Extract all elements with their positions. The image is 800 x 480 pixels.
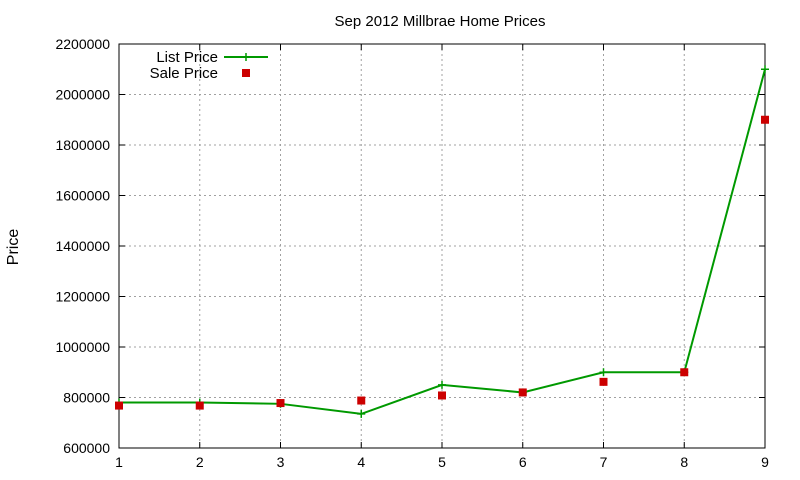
x-tick-label: 6: [519, 454, 527, 470]
sale-price-point: [518, 388, 527, 397]
y-tick-label: 1800000: [55, 137, 110, 153]
legend-label: Sale Price: [150, 65, 218, 82]
sale-price-point: [195, 401, 204, 410]
x-tick-label: 4: [357, 454, 365, 470]
x-tick-label: 3: [277, 454, 285, 470]
list-price-point: [357, 409, 366, 418]
axis-ticks: 1 2 3 4 5 6 7 8 9 600000 800000 1000000 1200000 14000…: [55, 36, 769, 470]
x-tick-label: 7: [600, 454, 608, 470]
y-tick-label: 2000000: [55, 87, 110, 103]
sale-price-point: [680, 368, 689, 377]
sale-price-point: [276, 399, 285, 408]
sale-price-point: [599, 377, 608, 386]
list-price-point: [599, 368, 608, 377]
x-tick-label: 1: [115, 454, 123, 470]
chart-title: Sep 2012 Millbrae Home Prices: [335, 13, 546, 30]
list-price-point: [761, 65, 769, 74]
series: [115, 65, 769, 418]
x-tick-label: 2: [196, 454, 204, 470]
sale-price-point: [357, 396, 366, 405]
y-tick-label: 1000000: [55, 339, 110, 355]
sale-price-point: [761, 115, 769, 124]
legend-plus-marker: [242, 53, 250, 61]
sale-price-point: [438, 391, 446, 400]
x-tick-label: 5: [438, 454, 446, 470]
x-tick-label: 8: [680, 454, 688, 470]
y-axis-label: Price: [5, 229, 22, 266]
x-tick-label: 9: [761, 454, 769, 470]
y-tick-label: 800000: [63, 390, 110, 406]
list-price-point: [438, 380, 446, 389]
legend-square-marker: [242, 69, 250, 77]
y-tick-label: 2200000: [55, 36, 110, 52]
y-tick-label: 600000: [63, 440, 110, 456]
y-tick-label: 1600000: [55, 188, 110, 204]
y-tick-label: 1200000: [55, 289, 110, 305]
series-sale-price: [115, 115, 769, 410]
sale-price-point: [115, 401, 123, 410]
legend-label: List Price: [156, 49, 218, 66]
y-tick-label: 1400000: [55, 238, 110, 254]
